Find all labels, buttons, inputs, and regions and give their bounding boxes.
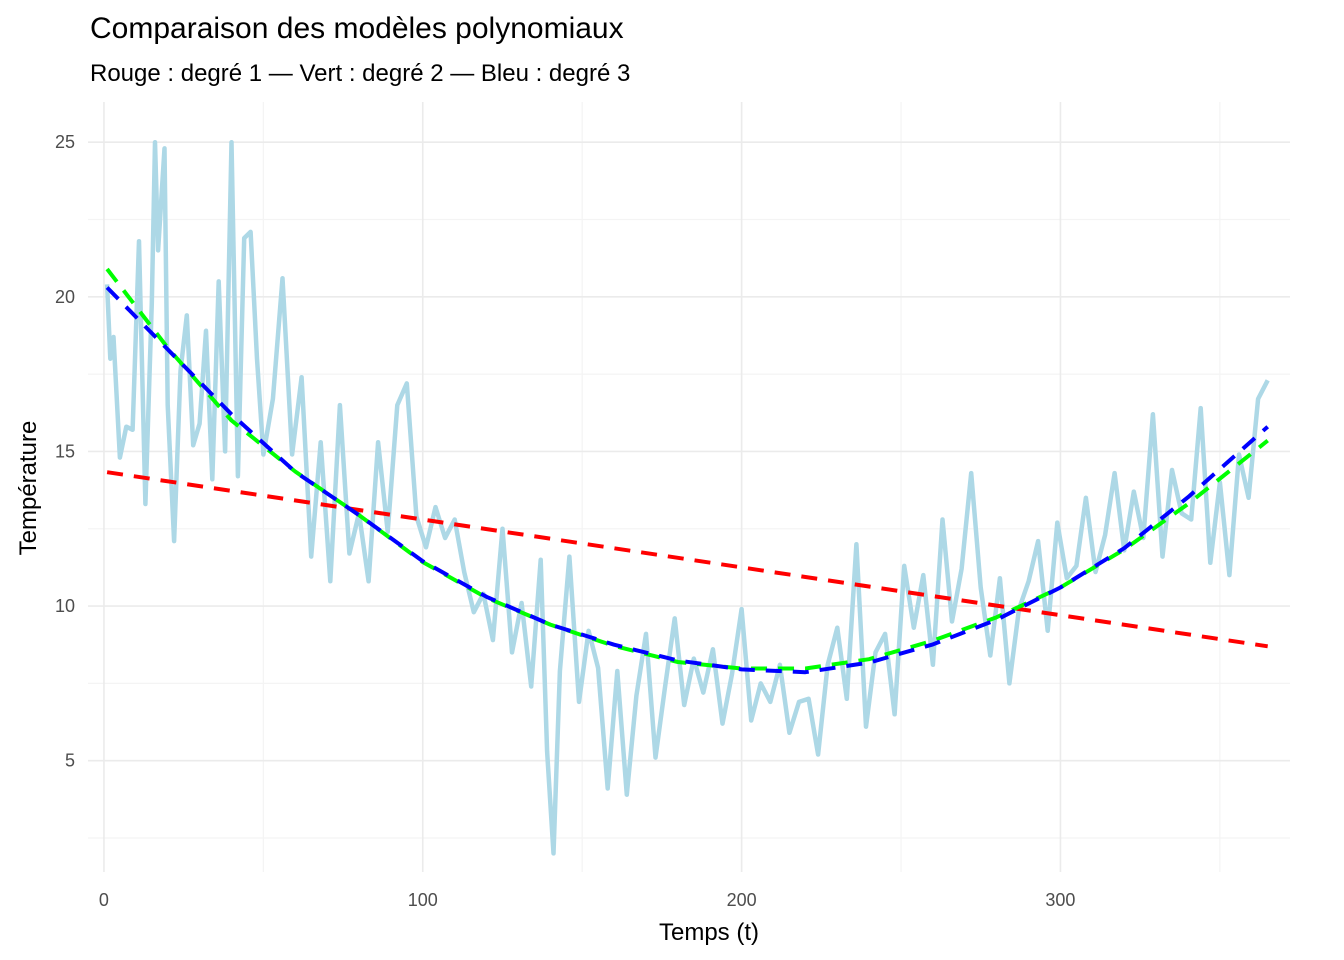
y-tick-label: 10 — [55, 596, 75, 616]
x-tick-label: 300 — [1045, 890, 1075, 910]
x-axis-title: Temps (t) — [659, 919, 759, 946]
y-tick-label: 15 — [55, 441, 75, 461]
x-tick-label: 200 — [727, 890, 757, 910]
y-tick-label: 25 — [55, 132, 75, 152]
chart-subtitle: Rouge : degré 1 — Vert : degré 2 — Bleu … — [90, 60, 631, 87]
degree3-fit-line — [105, 286, 1270, 675]
y-axis-title: Température — [15, 421, 42, 556]
y-tick-label: 5 — [65, 751, 75, 771]
degree2-fit-line — [105, 267, 1269, 671]
chart-title: Comparaison des modèles polynomiaux — [90, 12, 624, 45]
series-layer — [104, 139, 1270, 856]
observed-series-line — [104, 139, 1270, 856]
x-tick-label: 100 — [408, 890, 438, 910]
y-tick-label: 20 — [55, 287, 75, 307]
degree1-fit-line — [106, 470, 1268, 649]
grid-layer — [88, 102, 1290, 872]
x-tick-label: 0 — [99, 890, 109, 910]
tick-layer: 0 100 200 300 5 10 15 20 25 — [55, 132, 1075, 910]
